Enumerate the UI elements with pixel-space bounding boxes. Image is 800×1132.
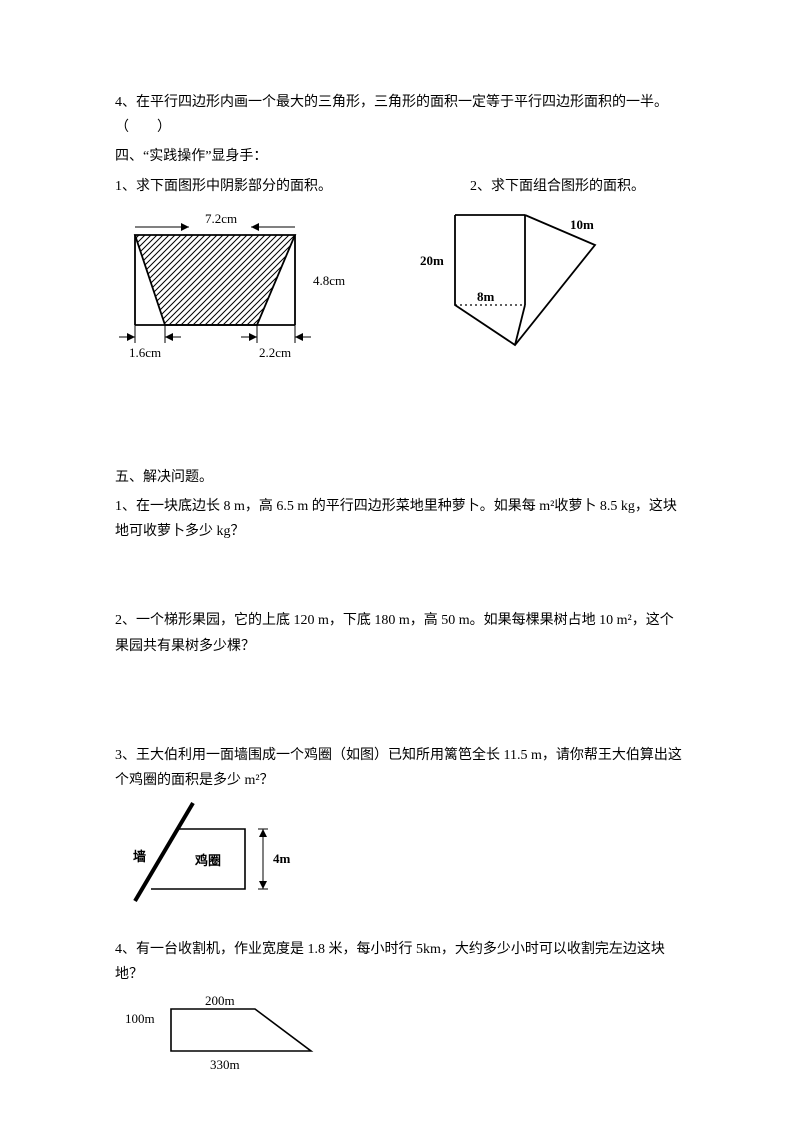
fig4-left-label: 100m — [125, 1011, 155, 1026]
section-5-q1: 1、在一块底边长 8 m，高 6.5 m 的平行四边形菜地里种萝卜。如果每 m²… — [115, 494, 685, 544]
section-5-q3: 3、王大伯利用一面墙围成一个鸡圈（如图）已知所用篱笆全长 11.5 m，请你帮王… — [115, 743, 685, 793]
figure-2: 20m 10m 8m — [395, 205, 615, 375]
section-5-title: 五、解决问题。 — [115, 465, 685, 490]
section-5-q4: 4、有一台收割机，作业宽度是 1.8 米，每小时行 5km，大约多少小时可以收割… — [115, 937, 685, 987]
fig2-bottom-label: 8m — [477, 289, 495, 304]
fig1-right-label: 2.2cm — [259, 345, 291, 360]
question-4: 4、在平行四边形内画一个最大的三角形，三角形的面积一定等于平行四边形面积的一半。… — [115, 90, 685, 140]
fig4-top-label: 200m — [205, 993, 235, 1008]
fig1-left-label: 1.6cm — [129, 345, 161, 360]
figure-3: 4m 墙 鸡圈 — [115, 797, 685, 917]
figure-1: 7.2cm 4.8cm 1 — [115, 205, 355, 375]
fig3-height-label: 4m — [273, 851, 291, 866]
fig3-pen-label: 鸡圈 — [194, 853, 221, 868]
fig2-left-label: 20m — [420, 253, 444, 268]
fig3-wall-label: 墙 — [133, 849, 146, 864]
fig1-top-label: 7.2cm — [205, 211, 237, 226]
section-4-title: 四、“实践操作”显身手： — [115, 144, 685, 169]
section-4-q2: 2、求下面组合图形的面积。 — [470, 174, 685, 199]
fig2-top-label: 10m — [570, 217, 594, 232]
fig4-bottom-label: 330m — [210, 1057, 240, 1072]
figure-4: 200m 100m 330m — [115, 991, 685, 1081]
section-5-q2: 2、一个梯形果园，它的上底 120 m，下底 180 m，高 50 m。如果每棵… — [115, 608, 685, 658]
section-4-q1: 1、求下面图形中阴影部分的面积。 — [115, 174, 332, 199]
fig1-height-label: 4.8cm — [313, 273, 345, 288]
